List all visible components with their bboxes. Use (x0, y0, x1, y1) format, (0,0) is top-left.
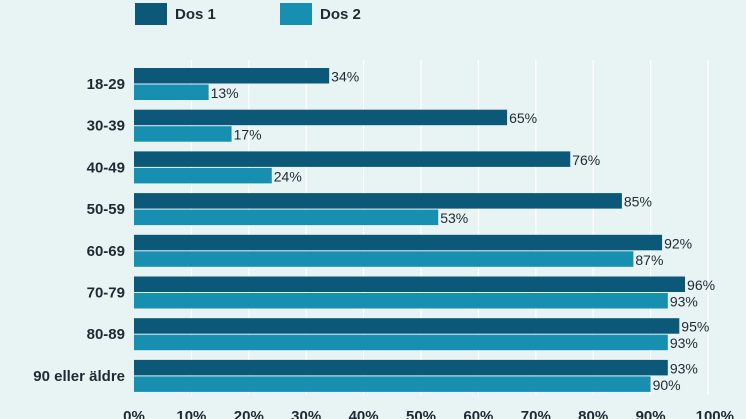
data-label-dos-2-18-29: 13% (211, 85, 239, 101)
bar-dos-2-18-29 (134, 84, 209, 100)
category-label-18-29: 18-29 (87, 76, 125, 93)
data-label-dos-1-40-49: 76% (572, 152, 600, 168)
data-labels: 34%13%65%17%76%24%85%53%92%87%96%93%95%9… (211, 69, 715, 393)
bar-dos-1-50-59 (134, 193, 622, 209)
legend-swatch-dos-1 (135, 3, 167, 25)
x-tick-label-20: 20% (234, 408, 264, 419)
x-tick-label-100: 100% (696, 408, 734, 419)
bar-dos-2-70-79 (134, 293, 668, 309)
bar-dos-1-60-69 (134, 234, 663, 251)
data-label-dos-1-70-79: 96% (687, 277, 715, 293)
data-label-dos-1-18-29: 34% (331, 69, 359, 85)
category-label-60-69: 60-69 (87, 243, 125, 260)
data-label-dos-2-50-59: 53% (440, 210, 468, 226)
bar-dos-2-60-69 (134, 251, 634, 267)
bar-dos-2-30-39 (134, 126, 232, 142)
data-label-dos-2-30-39: 17% (234, 127, 262, 143)
x-tick-label-0: 0% (123, 408, 145, 419)
x-tick-label-60: 60% (463, 408, 493, 419)
x-tick-label-40: 40% (349, 408, 379, 419)
bar-dos-1-30-39 (134, 109, 508, 126)
data-label-dos-1-60-69: 92% (664, 235, 692, 251)
data-label-dos-1-90-eller-ldre: 93% (670, 360, 698, 376)
data-label-dos-1-80-89: 95% (681, 319, 709, 335)
bar-dos-2-80-89 (134, 334, 668, 351)
category-label-80-89: 80-89 (87, 326, 125, 343)
data-label-dos-2-60-69: 87% (635, 252, 663, 268)
category-label-30-39: 30-39 (87, 118, 125, 135)
category-label-40-49: 40-49 (87, 159, 125, 176)
bar-dos-2-90-eller-ldre (134, 376, 651, 392)
bars (134, 68, 686, 392)
legend: Dos 1 Dos 2 (135, 3, 361, 25)
category-labels: 18-29 30-39 40-49 50-59 60-69 70-79 80-89 90 el… (33, 76, 125, 385)
data-label-dos-1-30-39: 65% (509, 110, 537, 126)
data-label-dos-2-40-49: 24% (274, 168, 302, 184)
category-label-70-79: 70-79 (87, 285, 125, 302)
data-label-dos-2-80-89: 93% (670, 335, 698, 351)
bar-dos-1-90-eller-ldre (134, 359, 668, 376)
bar-dos-1-18-29 (134, 68, 330, 84)
category-label-90-eller-ldre: 90 eller äldre (33, 368, 125, 385)
category-label-50-59: 50-59 (87, 201, 125, 218)
legend-swatch-dos-2 (280, 3, 312, 25)
x-axis-ticks: 0% 10% 20% 30% 40% 50% 60% 70% 80% 90% 100% (123, 408, 734, 419)
data-label-dos-2-70-79: 93% (670, 294, 698, 310)
x-tick-label-50: 50% (406, 408, 436, 419)
bar-dos-1-40-49 (134, 151, 571, 167)
x-tick-label-80: 80% (578, 408, 608, 419)
legend-label-dos-1: Dos 1 (175, 6, 216, 23)
x-tick-label-70: 70% (521, 408, 551, 419)
bar-dos-2-50-59 (134, 209, 439, 226)
data-label-dos-1-50-59: 85% (624, 194, 652, 210)
bar-dos-1-80-89 (134, 318, 680, 334)
data-label-dos-2-90-eller-ldre: 90% (653, 377, 681, 393)
bar-dos-1-70-79 (134, 276, 686, 292)
x-tick-label-10: 10% (176, 408, 206, 419)
x-tick-label-90: 90% (636, 408, 666, 419)
legend-label-dos-2: Dos 2 (320, 6, 361, 23)
x-tick-label-30: 30% (291, 408, 321, 419)
bar-dos-2-40-49 (134, 167, 272, 184)
